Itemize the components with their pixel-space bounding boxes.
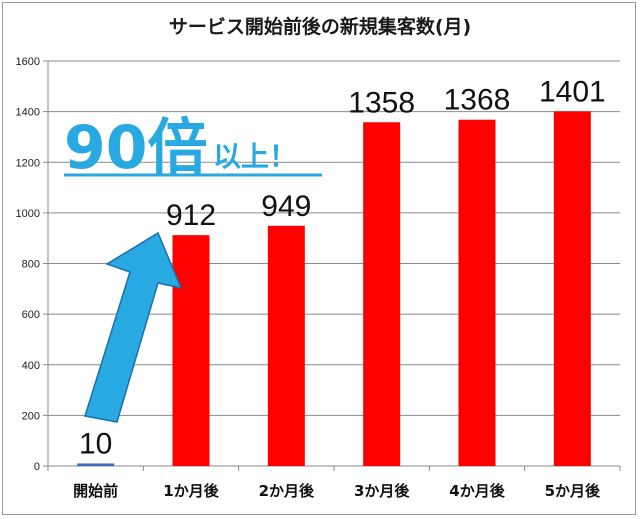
axes: 0 200 400 600 800 1000 1200 1400 1600 開始前 1か月後 2か月後… [16,56,621,500]
y-tick-label: 1600 [16,56,40,68]
callout-suffix: 以上！ [213,140,297,173]
data-label: 949 [261,190,311,223]
data-label: 1401 [539,75,606,108]
x-tick-label: 2か月後 [259,482,315,500]
bar [363,122,401,466]
chart-frame [2,2,636,515]
data-label: 912 [166,199,216,232]
up-arrow-icon [84,231,183,423]
y-tick-label: 1000 [16,208,40,220]
bar [458,119,496,466]
y-tick-label: 600 [22,309,40,321]
data-label: 1368 [444,84,511,117]
data-labels: 10 912 949 1358 1368 1401 [79,75,606,460]
x-tick-label: 5か月後 [545,482,601,500]
x-tick-label: 開始前 [73,482,118,500]
data-label: 10 [79,427,112,460]
x-tick-label: 4か月後 [449,482,505,500]
bar [77,463,115,466]
bar [267,225,305,466]
chart-title: サービス開始前後の新規集客数(月) [168,16,472,38]
y-tick-label: 400 [22,360,40,372]
x-tick-label: 3か月後 [354,482,410,500]
bar [553,111,591,466]
callout-multiplier: 90倍 [64,113,208,183]
y-tick-label: 200 [22,410,40,422]
callout: 90倍 以上！ [64,113,322,423]
data-label: 1358 [348,86,415,119]
y-tick-label: 0 [34,461,40,473]
y-tick-label: 1200 [16,157,40,169]
y-tick-label: 800 [22,259,40,271]
bar [172,235,210,466]
y-tick-label: 1400 [16,107,40,119]
bars [77,111,591,466]
x-tick-label: 1か月後 [163,482,219,500]
